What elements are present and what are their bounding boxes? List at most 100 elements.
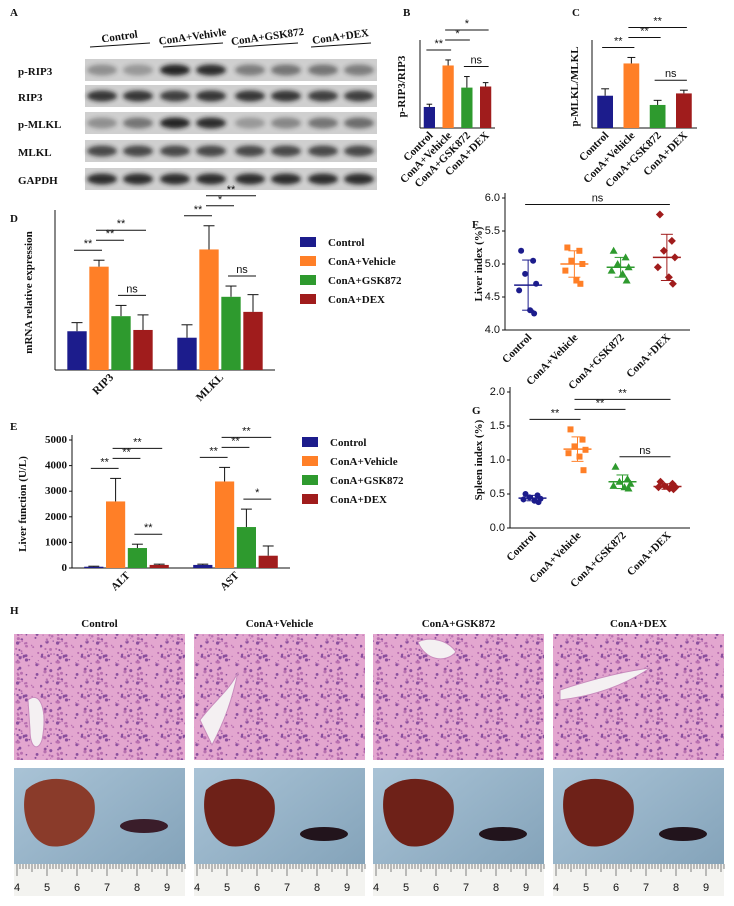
- significance-label: ns: [236, 264, 248, 276]
- vessel: [417, 638, 457, 660]
- group-title: Control: [81, 618, 117, 630]
- data-point: [618, 269, 627, 277]
- band: [235, 90, 265, 102]
- significance-label: ns: [639, 445, 651, 457]
- x-tick-label: Control: [504, 530, 538, 564]
- ruler-number: 4: [553, 882, 559, 894]
- band: [87, 173, 117, 185]
- x-tick-label: ConA+DEX: [624, 332, 673, 381]
- significance-label: ns: [592, 193, 604, 205]
- data-point: [518, 247, 525, 254]
- bar: [258, 555, 278, 568]
- bar: [149, 564, 169, 568]
- ruler-number: 5: [583, 882, 589, 894]
- y-tick-label: 2000: [45, 511, 68, 523]
- legend-swatch: [300, 256, 316, 266]
- y-tick-label: 5.0: [485, 258, 500, 270]
- band: [196, 117, 226, 129]
- significance-label: **: [117, 218, 126, 230]
- vessel: [27, 697, 45, 748]
- significance-label: **: [106, 228, 115, 240]
- group-underline: [162, 42, 224, 48]
- significance-label: **: [618, 387, 627, 399]
- band: [235, 117, 265, 129]
- bar: [89, 266, 109, 370]
- data-point: [530, 257, 537, 264]
- band: [123, 145, 153, 157]
- bar: [243, 311, 263, 370]
- group-title: ConA+GSK872: [422, 618, 496, 630]
- data-point: [655, 210, 664, 219]
- ruler-number: 9: [344, 882, 350, 894]
- panel-label: H: [10, 605, 19, 617]
- legend-label: ConA+GSK872: [330, 475, 404, 487]
- y-axis-label: p-MLKL/MLKL: [569, 46, 581, 126]
- group-label: Control: [101, 29, 139, 46]
- legend-swatch: [302, 437, 318, 447]
- band: [271, 64, 301, 76]
- vessel: [199, 671, 239, 747]
- y-tick-label: 1.5: [490, 420, 505, 432]
- data-point: [573, 277, 580, 284]
- significance-label: ns: [470, 55, 482, 67]
- band: [344, 64, 374, 76]
- band: [344, 90, 374, 102]
- legend-label: ConA+Vehicle: [330, 456, 398, 468]
- bar: [199, 249, 219, 370]
- significance-label: **: [231, 435, 240, 447]
- legend-swatch: [302, 475, 318, 485]
- significance-label: **: [209, 445, 218, 457]
- band: [160, 64, 190, 76]
- y-tick-label: 5000: [45, 434, 68, 446]
- group-title: ConA+Vehicle: [246, 618, 314, 630]
- band: [271, 173, 301, 185]
- y-tick-label: 6.0: [485, 192, 500, 204]
- ruler-number: 7: [643, 882, 649, 894]
- legend-label: ConA+GSK872: [328, 275, 402, 287]
- band: [123, 173, 153, 185]
- band: [235, 145, 265, 157]
- bar: [84, 566, 104, 568]
- ruler-number: 8: [134, 882, 140, 894]
- legend-label: ConA+DEX: [328, 294, 385, 306]
- bar: [193, 564, 213, 568]
- band: [87, 117, 117, 129]
- ruler-number: 4: [373, 882, 379, 894]
- data-point: [571, 443, 578, 450]
- legend-label: Control: [330, 437, 366, 449]
- significance-label: *: [465, 18, 470, 30]
- y-tick-label: 0.0: [490, 522, 505, 534]
- group-label: ConA+Vehivle: [158, 26, 227, 47]
- band: [344, 117, 374, 129]
- significance-label: *: [218, 194, 223, 206]
- data-point: [577, 280, 584, 287]
- ruler: [373, 864, 544, 896]
- band: [308, 145, 338, 157]
- band: [344, 173, 374, 185]
- x-tick-label: RIP3: [90, 371, 116, 397]
- vessel: [559, 667, 651, 701]
- liver: [204, 778, 275, 847]
- band: [308, 173, 338, 185]
- legend-label: ConA+DEX: [330, 494, 387, 506]
- data-point: [623, 475, 632, 483]
- data-point: [580, 467, 587, 474]
- y-tick-label: 1000: [45, 536, 68, 548]
- ruler-number: 8: [314, 882, 320, 894]
- ruler-number: 5: [403, 882, 409, 894]
- legend-swatch: [300, 294, 316, 304]
- significance-label: **: [640, 25, 649, 37]
- y-axis-label: Liver function (U/L): [17, 456, 29, 552]
- data-point: [653, 263, 662, 272]
- bar: [127, 548, 147, 568]
- data-point: [533, 280, 540, 287]
- data-point: [613, 260, 622, 267]
- spleen: [120, 819, 168, 833]
- significance-label: **: [194, 204, 203, 216]
- legend-label: ConA+Vehicle: [328, 256, 396, 268]
- y-tick-label: 2.0: [490, 386, 505, 398]
- spleen: [659, 827, 707, 841]
- ruler-number: 8: [493, 882, 499, 894]
